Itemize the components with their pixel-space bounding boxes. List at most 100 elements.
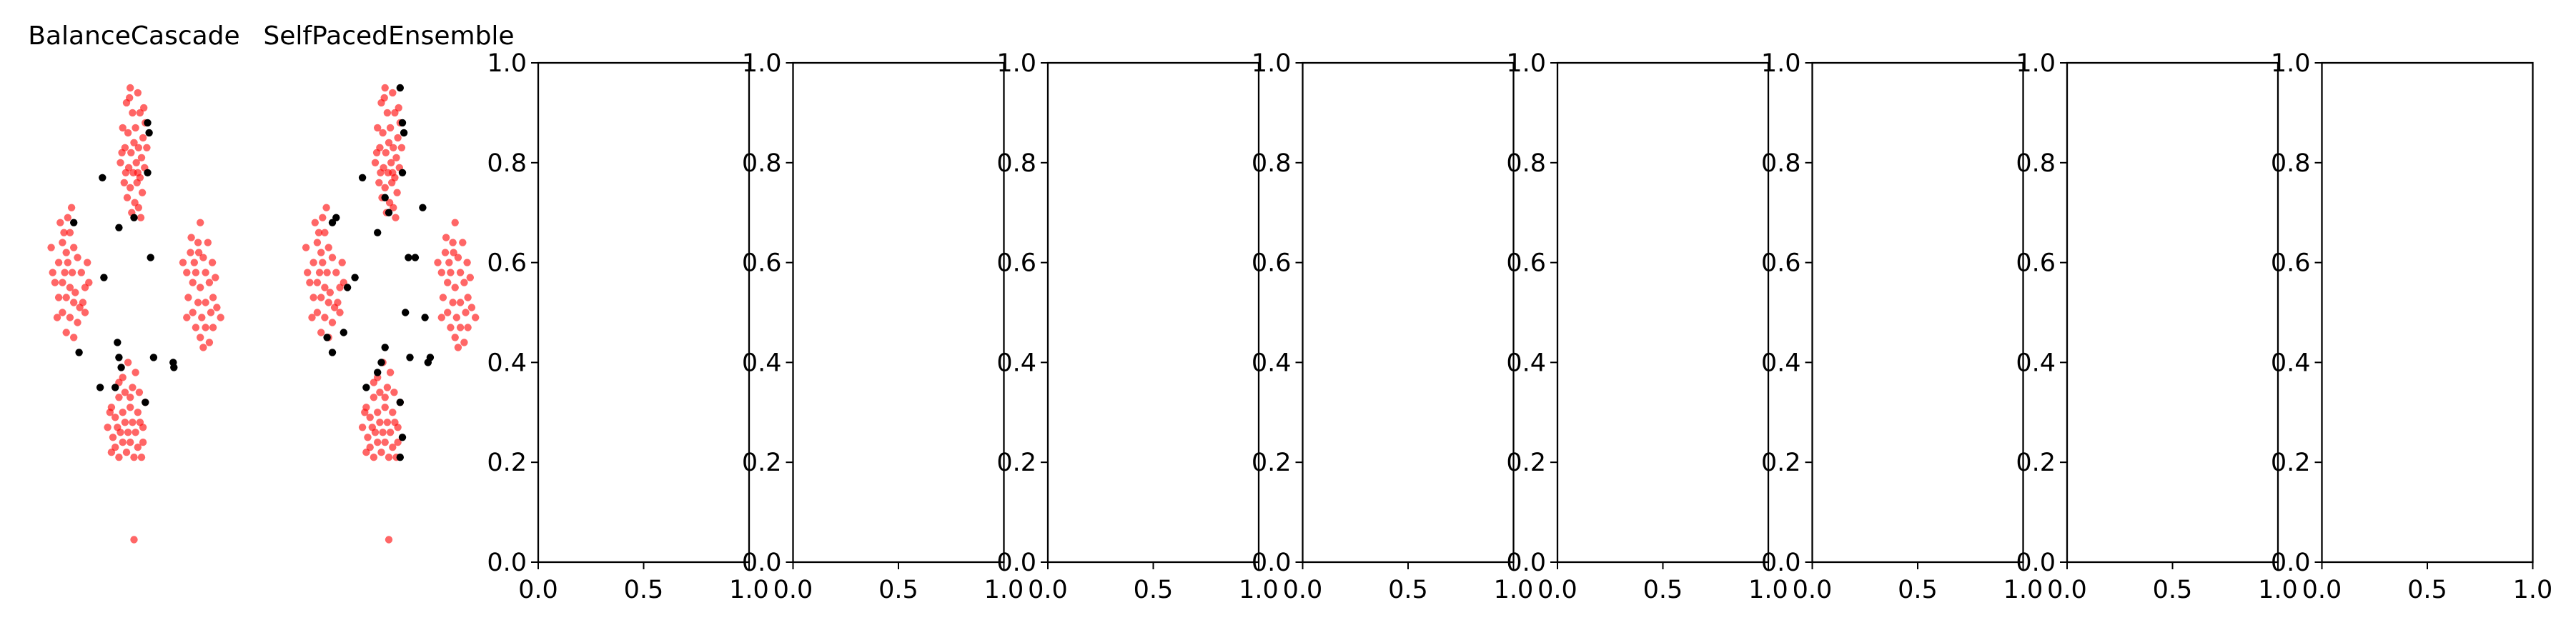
scatter-point	[132, 369, 139, 376]
scatter-point	[387, 159, 395, 166]
scatter-point	[460, 279, 468, 286]
scatter-point	[381, 439, 389, 446]
scatter-point	[437, 269, 445, 276]
scatter-point	[302, 244, 310, 251]
scatter-point	[115, 394, 123, 401]
scatter-point	[376, 389, 384, 396]
scatter-point	[362, 449, 370, 456]
scatter-point	[398, 434, 407, 441]
scatter-point	[402, 309, 410, 316]
scatter-point	[313, 309, 322, 316]
scatter-point	[389, 169, 397, 176]
scatter-point	[129, 109, 137, 117]
scatter-point	[204, 239, 212, 246]
scatter-point	[317, 249, 325, 256]
scatter-point	[144, 169, 152, 176]
scatter-point	[389, 409, 397, 416]
scatter-point	[183, 314, 191, 321]
scatter-point	[68, 269, 76, 276]
scatter-point	[437, 314, 445, 321]
y-tick-label: 0.2	[1506, 449, 1546, 477]
scatter-point	[209, 294, 217, 301]
scatter-point	[127, 394, 134, 401]
scatter-point	[189, 309, 197, 316]
scatter-point	[334, 299, 342, 306]
y-tick-label: 0.8	[996, 149, 1036, 178]
scatter-point	[442, 234, 450, 241]
scatter-point	[386, 369, 395, 376]
scatter-point	[456, 324, 465, 331]
scatter-point	[192, 269, 200, 276]
scatter-point	[447, 269, 455, 276]
scatter-point	[132, 159, 140, 166]
scatter-point	[364, 434, 372, 441]
scatter-point	[79, 299, 87, 306]
y-tick-label: 0.4	[1761, 349, 1801, 377]
scatter-point	[381, 404, 389, 411]
y-tick-label: 0.6	[996, 249, 1036, 278]
scatter-point	[343, 284, 352, 291]
scatter-point	[321, 229, 329, 236]
scatter-point	[140, 104, 148, 112]
scatter-point	[385, 536, 393, 544]
x-tick-label: 1.0	[2513, 576, 2553, 604]
scatter-point	[313, 239, 322, 246]
scatter-point	[405, 254, 412, 261]
scatter-point	[306, 279, 314, 286]
y-tick-label: 0.4	[487, 349, 527, 377]
scatter-point	[383, 419, 392, 426]
scatter-point	[385, 139, 393, 146]
x-tick-label: 0.5	[1643, 576, 1683, 604]
scatter-point	[70, 244, 78, 251]
scatter-point	[124, 129, 132, 137]
scatter-point	[392, 214, 400, 221]
y-tick-label: 0.6	[1506, 249, 1546, 278]
scatter-point	[205, 339, 214, 346]
y-tick-label: 0.2	[487, 449, 527, 477]
scatter-point	[117, 364, 125, 371]
scatter-point	[325, 299, 332, 306]
y-tick-label: 0.0	[487, 549, 527, 577]
scatter-point	[372, 149, 381, 156]
scatter-point	[130, 139, 138, 146]
scatter-point	[107, 449, 116, 456]
scatter-point	[419, 204, 427, 211]
scatter-point	[358, 174, 367, 181]
scatter-point	[205, 279, 214, 286]
scatter-point	[119, 439, 127, 446]
scatter-point	[451, 284, 459, 291]
scatter-point	[450, 249, 457, 256]
scatter-point	[472, 314, 480, 321]
scatter-point	[309, 294, 317, 301]
scatter-point	[56, 219, 64, 226]
x-tick-label: 0.0	[1793, 576, 1833, 604]
scatter-point	[126, 94, 134, 102]
panel-title-1: SelfPacedEnsemble	[263, 21, 514, 51]
scatter-point	[84, 259, 91, 266]
scatter-point	[381, 84, 389, 92]
scatter-point	[47, 244, 55, 251]
scatter-point	[396, 84, 404, 92]
scatter-point	[194, 249, 203, 256]
x-tick-label: 0.5	[1134, 576, 1174, 604]
scatter-point	[388, 179, 396, 186]
scatter-point	[374, 124, 382, 132]
scatter-point	[100, 274, 108, 281]
scatter-point	[328, 349, 337, 356]
scatter-point	[308, 314, 316, 321]
scatter-point	[197, 284, 204, 291]
scatter-point	[217, 314, 224, 321]
scatter-point	[134, 409, 142, 416]
scatter-point	[144, 119, 152, 127]
scatter-point	[183, 269, 191, 276]
scatter-point	[61, 269, 69, 276]
x-tick-label: 0.5	[2153, 576, 2193, 604]
scatter-point	[130, 214, 138, 221]
x-tick-label: 1.0	[1748, 576, 1788, 604]
y-tick-label: 1.0	[1506, 49, 1546, 78]
scatter-point	[456, 299, 465, 306]
scatter-point	[115, 354, 123, 361]
scatter-point	[119, 409, 127, 416]
scatter-point	[121, 389, 129, 396]
